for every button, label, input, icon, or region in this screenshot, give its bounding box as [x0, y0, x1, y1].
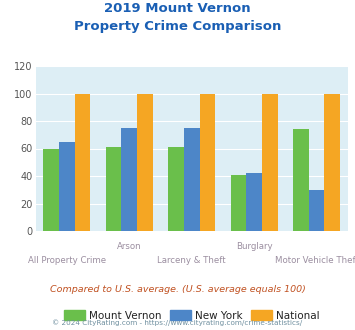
Bar	[324, 93, 340, 231]
Text: Property Crime Comparison: Property Crime Comparison	[74, 20, 281, 33]
Bar	[262, 93, 278, 231]
Text: All Property Crime: All Property Crime	[28, 256, 106, 265]
Bar	[121, 128, 137, 231]
Text: © 2024 CityRating.com - https://www.cityrating.com/crime-statistics/: © 2024 CityRating.com - https://www.city…	[53, 319, 302, 326]
Bar	[231, 175, 246, 231]
Bar	[106, 147, 121, 231]
Bar	[200, 93, 215, 231]
Text: 2019 Mount Vernon: 2019 Mount Vernon	[104, 2, 251, 15]
Bar	[184, 128, 200, 231]
Bar	[168, 147, 184, 231]
Bar	[293, 129, 309, 231]
Bar	[59, 142, 75, 231]
Legend: Mount Vernon, New York, National: Mount Vernon, New York, National	[60, 306, 323, 325]
Bar	[309, 190, 324, 231]
Bar	[75, 93, 90, 231]
Text: Compared to U.S. average. (U.S. average equals 100): Compared to U.S. average. (U.S. average …	[50, 285, 305, 294]
Text: Larceny & Theft: Larceny & Theft	[157, 256, 226, 265]
Text: Arson: Arson	[117, 242, 142, 250]
Text: Motor Vehicle Theft: Motor Vehicle Theft	[275, 256, 355, 265]
Bar	[246, 173, 262, 231]
Bar	[43, 148, 59, 231]
Text: Burglary: Burglary	[236, 242, 273, 250]
Bar	[137, 93, 153, 231]
